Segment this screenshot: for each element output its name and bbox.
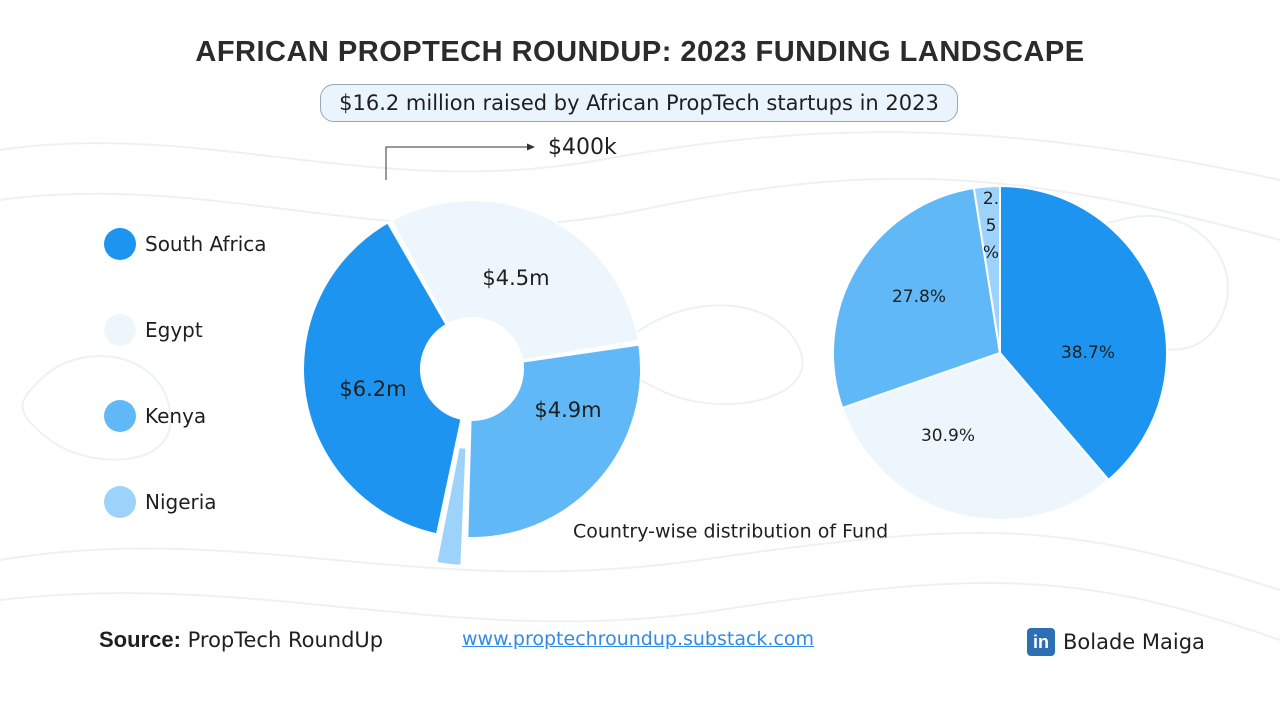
legend-item-kenya: Kenya xyxy=(104,400,206,432)
pie-slice-south-africa xyxy=(999,184,1168,482)
donut-slice-nigeria xyxy=(435,445,468,567)
legend-swatch xyxy=(104,314,136,346)
pie-data-label-small: 2. 5% xyxy=(983,189,999,263)
legend-item-egypt: Egypt xyxy=(104,314,203,346)
legend-label: Egypt xyxy=(145,318,203,342)
subtitle-text: $16.2 million raised by African PropTech… xyxy=(339,91,939,115)
subtitle-pill: $16.2 million raised by African PropTech… xyxy=(320,84,958,122)
legend-item-south-africa: South Africa xyxy=(104,228,267,260)
donut-slice-egypt xyxy=(389,199,640,362)
donut-data-label: $6.2m xyxy=(339,377,406,401)
legend-swatch xyxy=(104,486,136,518)
legend-item-nigeria: Nigeria xyxy=(104,486,217,518)
author-name: Bolade Maiga xyxy=(1063,630,1205,654)
source-credit: Source: PropTech RoundUp xyxy=(99,627,383,653)
donut-caption: Country-wise distribution of Fund xyxy=(573,521,888,543)
source-name: PropTech RoundUp xyxy=(187,628,384,652)
source-label: Source: xyxy=(99,627,181,652)
legend-swatch xyxy=(104,228,136,260)
author-credit: in Bolade Maiga xyxy=(1027,628,1205,656)
pie-slice-egypt xyxy=(841,351,1110,521)
donut-data-label: $4.5m xyxy=(482,266,549,290)
pie-data-label: 38.7% xyxy=(1061,343,1115,363)
legend-swatch xyxy=(104,400,136,432)
pie-slice-nigeria xyxy=(972,184,1001,354)
callout-leader-line xyxy=(385,146,528,180)
donut-data-label: $4.9m xyxy=(534,398,601,422)
pie-data-label: 27.8% xyxy=(892,287,946,307)
pie-slice-kenya xyxy=(832,186,1002,410)
source-link[interactable]: www.proptechroundup.substack.com xyxy=(462,628,815,650)
donut-callout-label: $400k xyxy=(548,135,617,160)
legend-label: Kenya xyxy=(145,404,207,428)
linkedin-icon: in xyxy=(1027,628,1055,656)
callout-arrowhead xyxy=(527,143,535,151)
legend-label: South Africa xyxy=(145,232,267,256)
donut-slice-south-africa xyxy=(302,221,463,536)
chart-title: AFRICAN PROPTECH ROUNDUP: 2023 FUNDING L… xyxy=(195,36,1085,68)
pie-data-label: 30.9% xyxy=(921,426,975,446)
legend-label: Nigeria xyxy=(145,490,217,514)
donut-slice-kenya xyxy=(466,343,642,539)
